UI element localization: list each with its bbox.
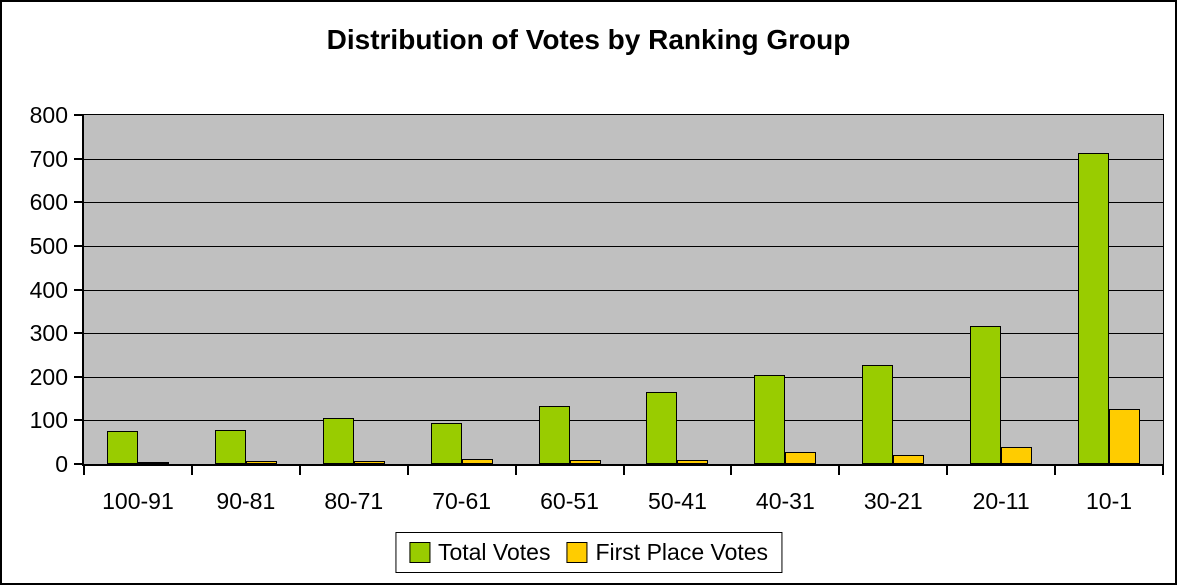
chart-title: Distribution of Votes by Ranking Group: [326, 24, 851, 55]
gridline: [84, 376, 1163, 378]
y-axis-tick: [74, 332, 82, 335]
bar-total-votes-90-81[interactable]: [214, 430, 246, 464]
x-axis-label-30-21: 30-21: [863, 488, 923, 514]
bar-first-place-votes-50-41[interactable]: [677, 459, 709, 464]
plot-area[interactable]: [82, 114, 1164, 466]
gridline: [84, 158, 1163, 160]
x-axis-label-60-51: 60-51: [540, 488, 599, 514]
bar-total-votes-10-1[interactable]: [1078, 153, 1110, 464]
y-axis-label: 800: [29, 102, 68, 128]
total-votes-swatch-icon: [408, 542, 430, 563]
bar-first-place-votes-60-51[interactable]: [569, 459, 601, 464]
bar-first-place-votes-10-1[interactable]: [1109, 409, 1140, 464]
bar-first-place-votes-40-31[interactable]: [785, 452, 817, 464]
gridline: [84, 202, 1163, 204]
x-axis-label-40-31: 40-31: [755, 488, 815, 514]
gridline: [84, 245, 1163, 247]
bar-first-place-votes-70-61[interactable]: [461, 458, 493, 464]
x-axis-tick: [1054, 466, 1057, 475]
x-axis-tick: [406, 466, 409, 475]
x-axis-tick: [730, 466, 733, 475]
x-axis-label-100-91: 100-91: [102, 488, 174, 514]
legend[interactable]: Total Votes First Place Votes: [394, 532, 783, 573]
x-axis-label-20-11: 20-11: [972, 488, 1030, 514]
y-axis-label: 100: [29, 407, 68, 434]
legend-item-first-place-votes[interactable]: First Place Votes: [566, 539, 768, 566]
gridline: [84, 420, 1163, 422]
x-axis-tick: [622, 466, 625, 475]
bar-first-place-votes-80-71[interactable]: [353, 461, 385, 464]
bar-total-votes-50-41[interactable]: [646, 392, 678, 464]
bar-total-votes-70-61[interactable]: [430, 423, 462, 464]
first-place-votes-swatch-icon: [566, 542, 588, 563]
x-axis-label-80-71: 80-71: [324, 488, 384, 514]
legend-item-total-votes[interactable]: Total Votes: [408, 539, 551, 566]
bar-total-votes-100-91[interactable]: [106, 431, 138, 464]
bar-first-place-votes-30-21[interactable]: [893, 454, 925, 464]
y-axis-tick: [74, 288, 82, 291]
y-axis-label: 200: [29, 363, 68, 390]
x-axis-tick: [190, 466, 193, 475]
bar-total-votes-30-21[interactable]: [862, 364, 894, 464]
y-axis-label: 600: [29, 189, 68, 216]
bar-total-votes-20-11[interactable]: [970, 326, 1002, 464]
y-axis-tick: [74, 244, 82, 247]
x-axis-tick: [298, 466, 301, 475]
x-axis-tick: [946, 466, 949, 475]
x-axis-tick: [83, 466, 85, 475]
bar-total-votes-40-31[interactable]: [754, 375, 786, 464]
y-axis-label: 300: [29, 320, 68, 347]
legend-label-first-place-votes: First Place Votes: [595, 539, 769, 565]
gridline: [84, 289, 1163, 291]
bar-total-votes-60-51[interactable]: [538, 406, 570, 464]
bar-first-place-votes-90-81[interactable]: [245, 460, 277, 464]
x-axis-label-90-81: 90-81: [216, 488, 276, 514]
bar-first-place-votes-100-91[interactable]: [137, 461, 169, 464]
x-axis-label-10-1: 10-1: [1086, 488, 1133, 514]
y-axis-tick: [74, 157, 82, 160]
y-axis-tick: [74, 463, 82, 465]
y-axis-label: 400: [29, 276, 68, 303]
gridline: [84, 333, 1163, 335]
legend-label-total-votes: Total Votes: [437, 539, 551, 565]
bar-total-votes-80-71[interactable]: [322, 418, 354, 464]
y-axis-tick: [74, 375, 82, 378]
bar-first-place-votes-20-11[interactable]: [1001, 447, 1033, 464]
x-axis-label-70-61: 70-61: [432, 488, 492, 514]
y-axis-label: 0: [55, 451, 68, 477]
x-axis-tick: [838, 466, 841, 475]
y-axis-tick: [74, 114, 82, 116]
x-axis-tick: [1162, 466, 1164, 475]
y-axis-tick: [74, 201, 82, 204]
y-axis-tick: [74, 419, 82, 422]
x-axis-label-50-41: 50-41: [648, 488, 707, 514]
x-axis-tick: [514, 466, 517, 475]
y-axis-label: 500: [29, 232, 68, 259]
y-axis-label: 700: [29, 145, 68, 172]
